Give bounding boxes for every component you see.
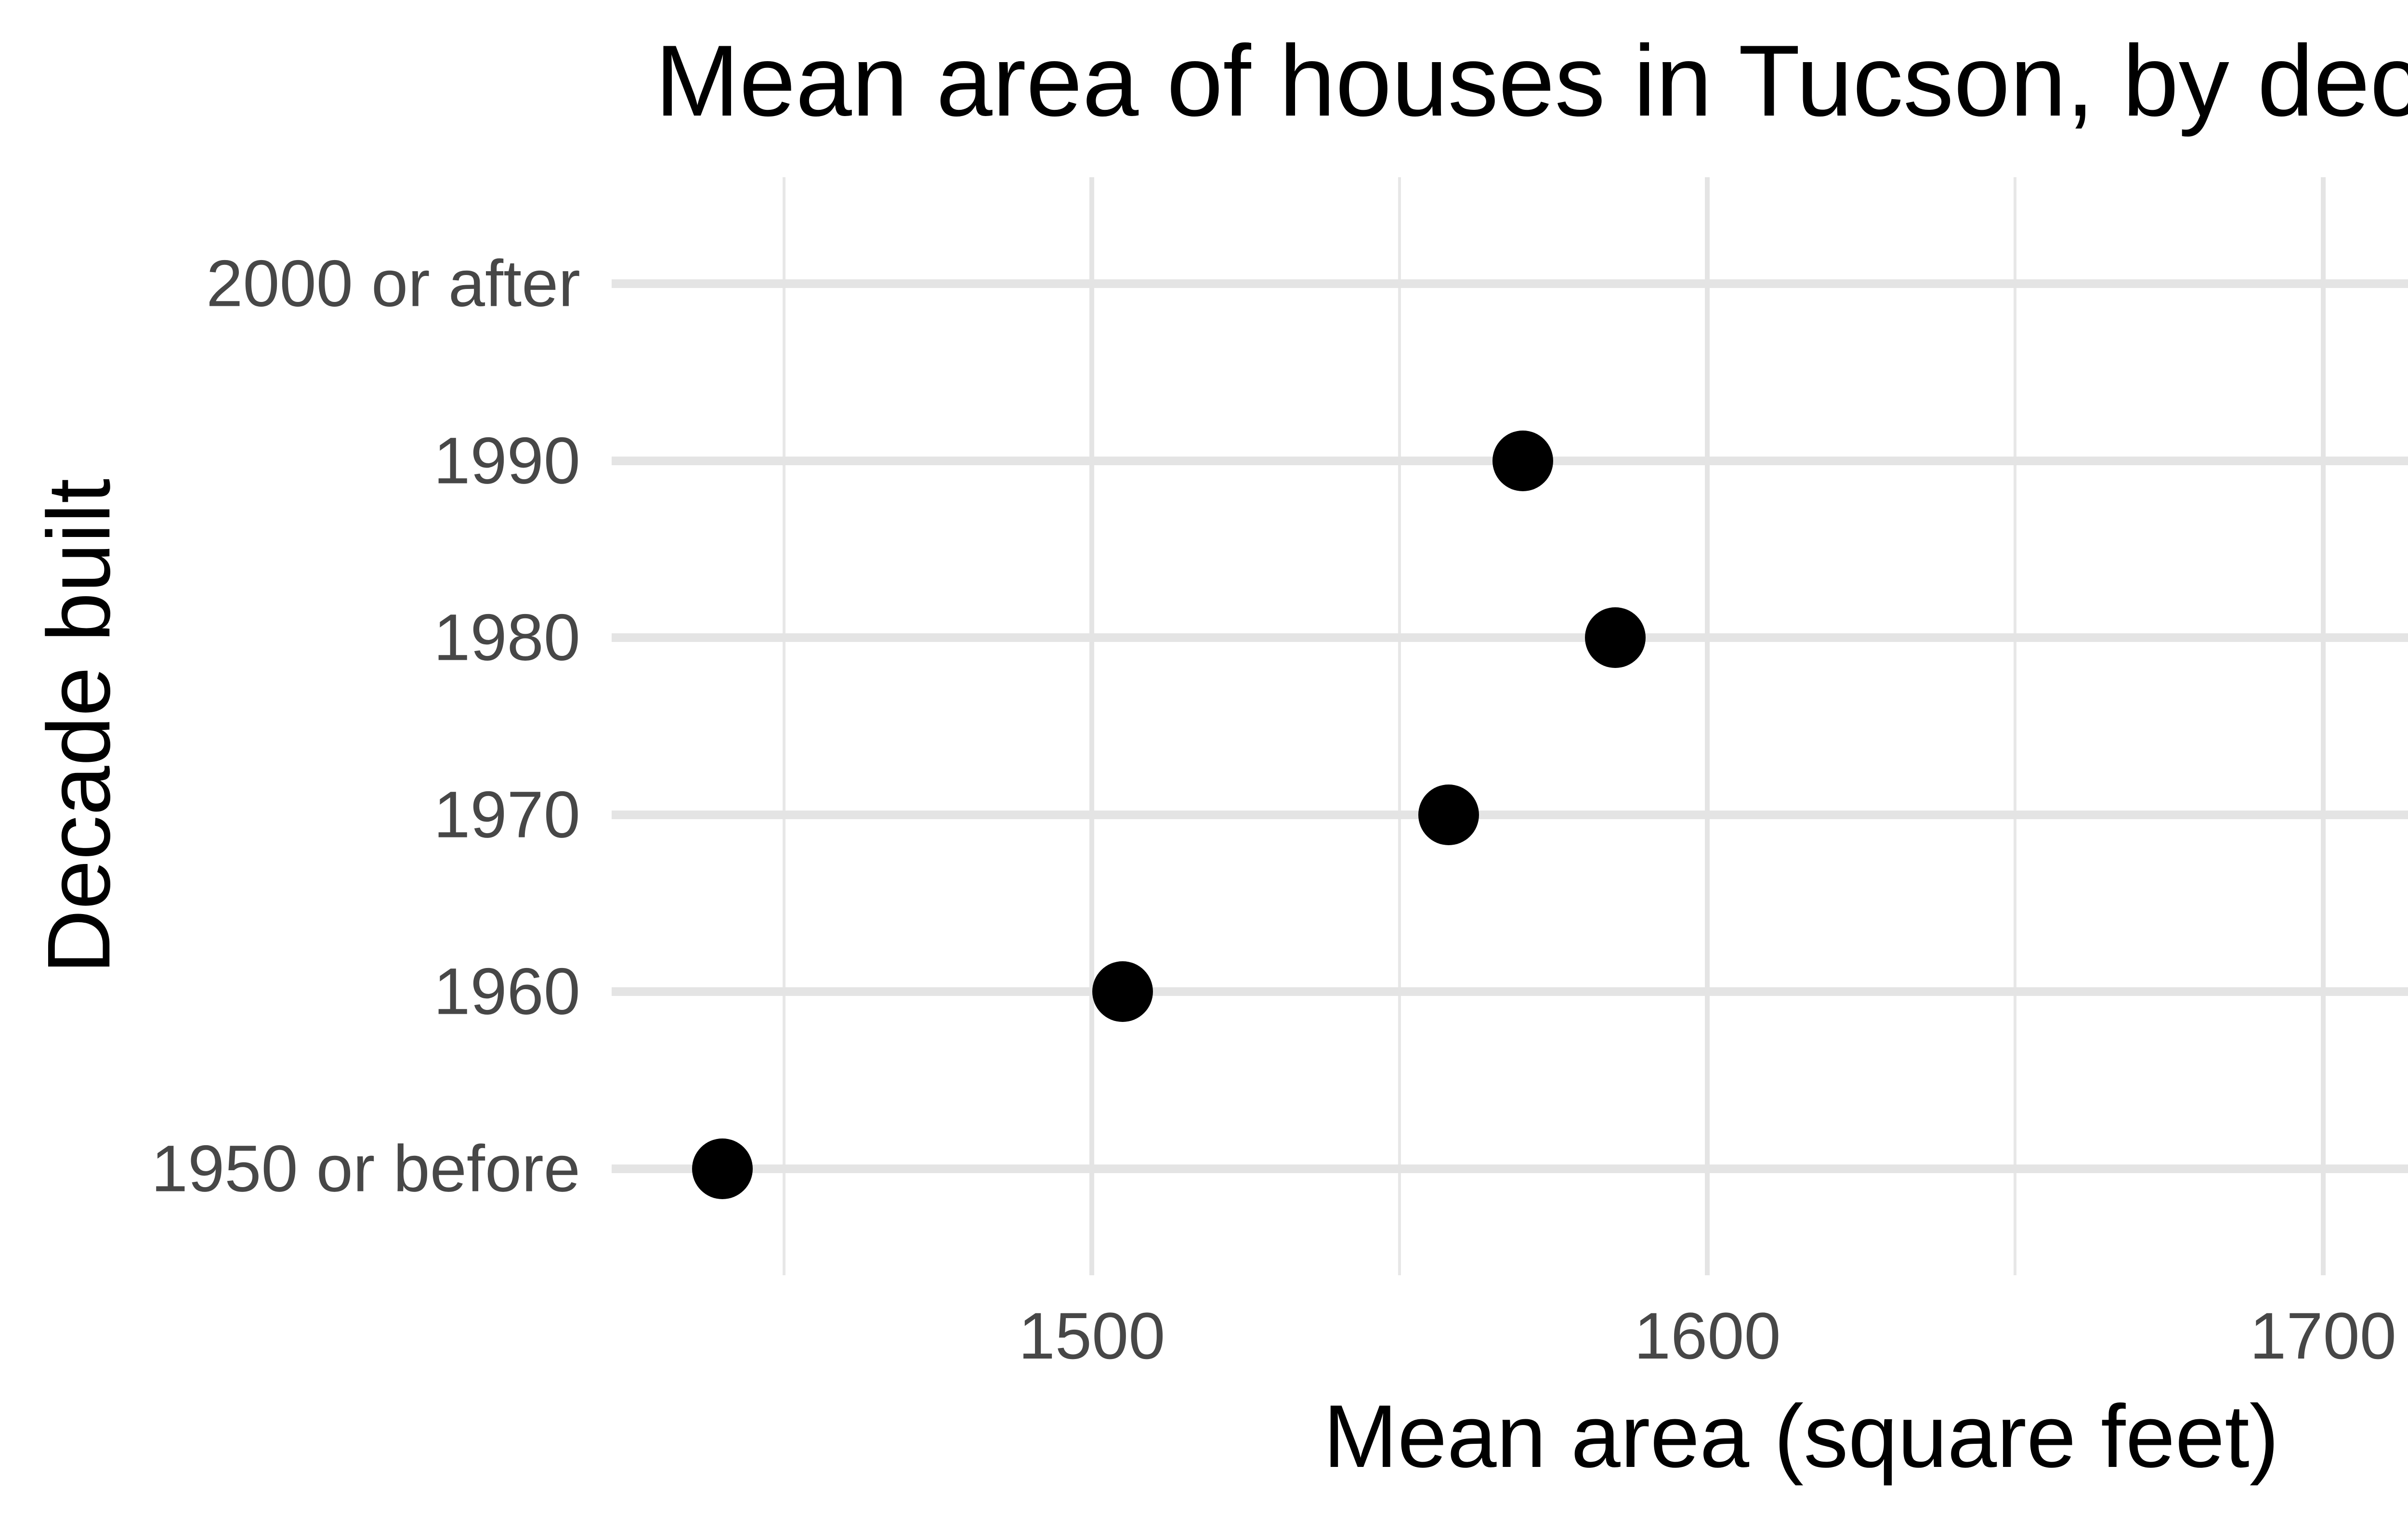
y-tick-label-0: 2000 or after bbox=[206, 247, 580, 321]
gridline-y-row-0 bbox=[612, 279, 2408, 288]
y-tick-label-1: 1990 bbox=[433, 424, 580, 498]
gridline-y-row-5 bbox=[612, 1164, 2408, 1173]
x-axis-title: Mean area (square feet) bbox=[1323, 1387, 2279, 1486]
x-tick-label-1600: 1600 bbox=[1634, 1299, 1781, 1373]
chart-title: Mean area of houses in Tucson, by decade… bbox=[655, 24, 2408, 137]
gridline-x-minor-1550 bbox=[1398, 177, 1401, 1275]
y-tick-label-2: 1980 bbox=[433, 601, 580, 675]
gridline-x-minor-1450 bbox=[782, 177, 785, 1275]
gridline-y-row-3 bbox=[612, 810, 2408, 819]
data-point-1970 bbox=[1418, 784, 1479, 845]
gridline-x-minor-1650 bbox=[2014, 177, 2017, 1275]
y-tick-label-4: 1960 bbox=[433, 955, 580, 1029]
data-point-1960 bbox=[1092, 961, 1153, 1022]
x-tick-label-1700: 1700 bbox=[2250, 1299, 2396, 1373]
data-point-1980 bbox=[1584, 607, 1646, 668]
gridline-x-major-1600 bbox=[1705, 177, 1710, 1275]
gridline-x-major-1500 bbox=[1089, 177, 1095, 1275]
data-point-1950-or-before bbox=[692, 1138, 753, 1199]
gridline-y-row-2 bbox=[612, 633, 2408, 642]
x-tick-label-1500: 1500 bbox=[1018, 1299, 1165, 1373]
data-point-1990 bbox=[1492, 430, 1553, 491]
y-axis-title: Decade built bbox=[29, 478, 129, 974]
y-tick-label-3: 1970 bbox=[433, 778, 580, 852]
gridline-y-row-4 bbox=[612, 987, 2408, 996]
y-tick-label-5: 1950 or before bbox=[151, 1132, 580, 1206]
gridline-x-major-1700 bbox=[2320, 177, 2326, 1275]
